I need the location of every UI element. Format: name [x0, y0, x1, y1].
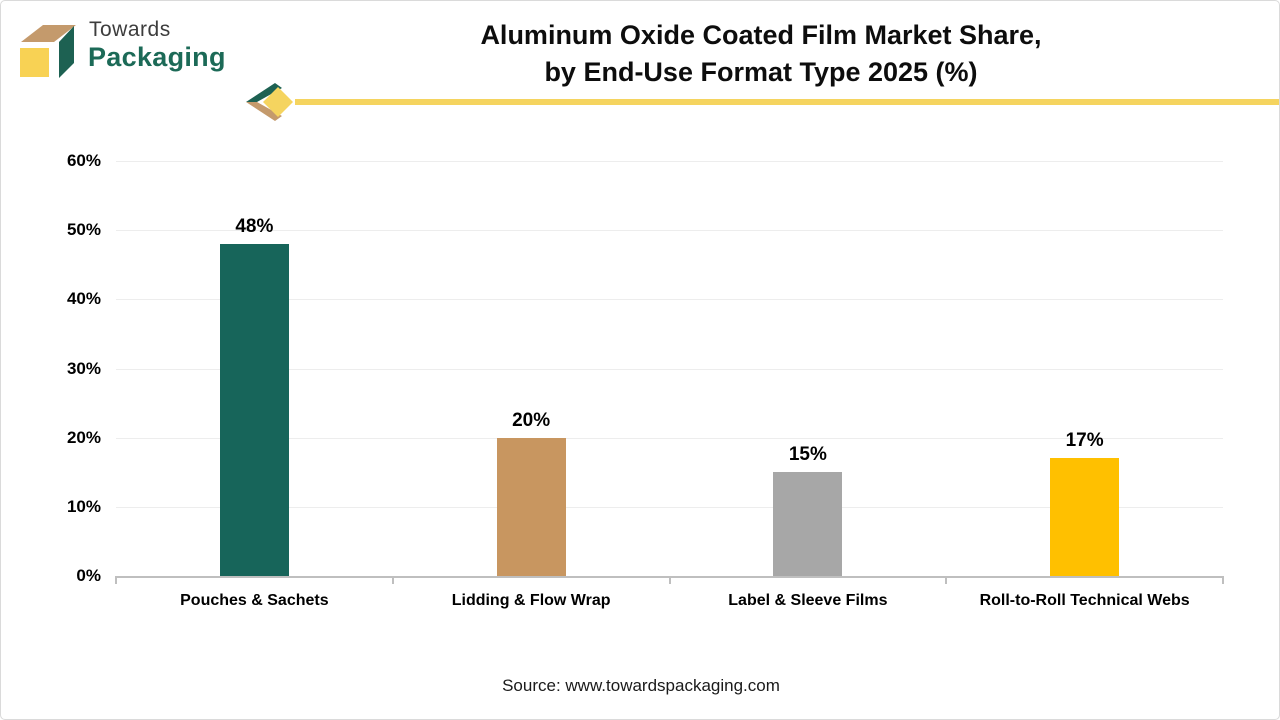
- x-axis-tick-0: [115, 576, 117, 584]
- brand-name-packaging: Packaging: [88, 42, 226, 72]
- bar-value-label-sleeve-films: 15%: [788, 444, 827, 466]
- y-axis-label-40: 40%: [66, 289, 101, 309]
- y-axis-label-20: 20%: [66, 427, 101, 447]
- page-title-line1: Aluminum Oxide Coated Film Market Share,: [480, 20, 1042, 50]
- gridline-50: [116, 230, 1223, 232]
- x-axis-tick-1: [391, 576, 394, 584]
- y-axis-label-0: 0%: [76, 566, 101, 585]
- page-title: Aluminum Oxide Coated Film Market Share,…: [301, 17, 1221, 91]
- source-note: Source: www.towardspackaging.com: [502, 676, 780, 695]
- x-axis-label-pouches-sachets: Pouches & Sachets: [180, 592, 329, 609]
- bar-value-lidding-flow-wrap: 20%: [512, 409, 551, 431]
- y-axis-label-50: 50%: [66, 220, 101, 240]
- gridline-20: [116, 437, 1223, 439]
- gridline-40: [116, 299, 1223, 301]
- bar-value-pouches-sachets: 48%: [235, 216, 274, 237]
- x-axis-tick-3: [945, 576, 948, 584]
- x-axis-label-roll-to-roll-technical-webs: Roll-to-Roll Technical Webs: [979, 592, 1190, 609]
- title-underline: [295, 99, 1279, 105]
- gridline-60: [116, 161, 1223, 162]
- page-title-line2: by End-Use Format Type 2025 (%): [544, 57, 978, 87]
- chevron-arrow-icon: [246, 83, 293, 121]
- gridline-30: [116, 368, 1223, 370]
- y-axis-label-10: 10%: [66, 496, 101, 516]
- bar-label-sleeve-films: [773, 472, 843, 576]
- brand-name-towards: Towards: [89, 18, 171, 41]
- towards-packaging-logo-icon: [20, 25, 76, 78]
- bar-pouches-sachets: [219, 244, 289, 576]
- y-axis-label-60: 60%: [66, 151, 101, 170]
- y-axis-label-30: 30%: [66, 358, 101, 378]
- gridline-10: [116, 506, 1223, 508]
- x-axis-label-label-sleeve-films: Label & Sleeve Films: [728, 592, 888, 609]
- x-axis-tick-2: [668, 576, 671, 584]
- bar-lidding-flow-wrap: [496, 437, 566, 576]
- x-axis-tick-4: [1222, 576, 1224, 584]
- bar-roll-to-roll-technical-webs: [1050, 458, 1120, 576]
- bar-value-roll-to-roll-technical-webs: 17%: [1065, 430, 1104, 452]
- x-axis-label-lidding-flow-wrap: Lidding & Flow Wrap: [451, 592, 611, 609]
